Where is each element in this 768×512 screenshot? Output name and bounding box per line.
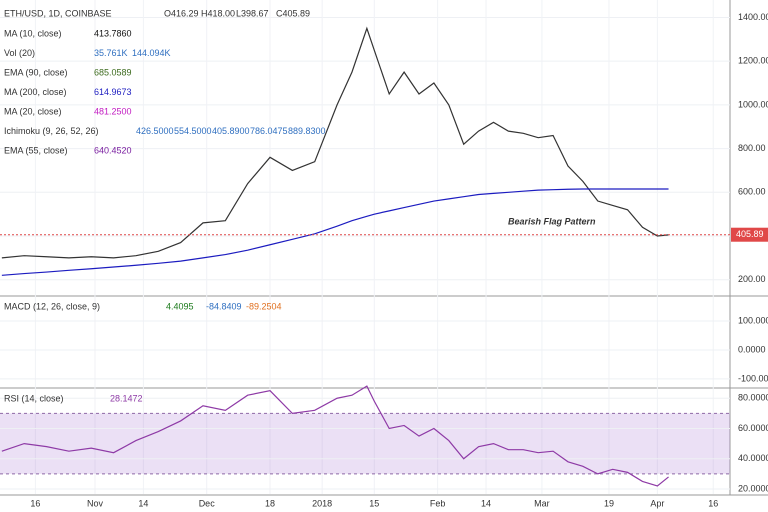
header-open: O416.29 — [164, 8, 199, 18]
y-tick-label: 600.00 — [738, 187, 766, 197]
y-tick-label: 40.0000 — [738, 453, 768, 463]
legend-name: MA (200, close) — [4, 87, 67, 97]
x-tick-label: 15 — [369, 498, 379, 508]
pane-value: 28.1472 — [110, 393, 143, 403]
header-low: L398.67 — [236, 8, 269, 18]
y-tick-label: 20.0000 — [738, 483, 768, 493]
y-tick-label: 1000.00 — [738, 99, 768, 109]
legend-name: EMA (90, close) — [4, 67, 68, 77]
legend-value: 786.0475 — [250, 126, 288, 136]
y-tick-label: 80.0000 — [738, 393, 768, 403]
x-tick-label: 19 — [604, 498, 614, 508]
x-tick-label: Dec — [199, 498, 216, 508]
pane-value: -84.8409 — [206, 301, 242, 311]
header-symbol: ETH/USD, 1D, COINBASE — [4, 8, 112, 18]
legend-value: 405.8900 — [212, 126, 250, 136]
legend-value: 481.2500 — [94, 106, 132, 116]
pane-value: -89.2504 — [246, 301, 282, 311]
legend-value: 889.8300 — [288, 126, 326, 136]
x-tick-label: 16 — [30, 498, 40, 508]
y-tick-label: 1400.00 — [738, 12, 768, 22]
x-tick-label: Feb — [430, 498, 446, 508]
x-tick-label: 16 — [708, 498, 718, 508]
legend-name: MA (10, close) — [4, 28, 62, 38]
y-tick-label: 60.0000 — [738, 423, 768, 433]
legend-value: 554.5000 — [174, 126, 212, 136]
header-high: H418.00 — [201, 8, 235, 18]
header-close: C405.89 — [276, 8, 310, 18]
legend-name: MA (20, close) — [4, 106, 62, 116]
y-tick-label: -100.0000 — [738, 373, 768, 383]
series-line — [1, 385, 669, 487]
legend-name: EMA (55, close) — [4, 145, 68, 155]
rsi-band — [0, 413, 730, 474]
legend-value: 35.761K — [94, 48, 128, 58]
legend-value: 426.5000 — [136, 126, 174, 136]
x-tick-label: 18 — [265, 498, 275, 508]
x-tick-label: Mar — [534, 498, 550, 508]
annotation: Bearish Flag Pattern — [508, 216, 596, 226]
pane-title: RSI (14, close) — [4, 393, 64, 403]
series-line — [1, 26, 669, 259]
legend-value: 144.094K — [132, 48, 171, 58]
y-tick-label: 800.00 — [738, 143, 766, 153]
last-price-label: 405.89 — [736, 229, 764, 239]
x-tick-label: 14 — [481, 498, 491, 508]
legend-name: Vol (20) — [4, 48, 35, 58]
last-price-box — [731, 227, 768, 242]
legend-value: 685.0589 — [94, 67, 132, 77]
y-tick-label: 1200.00 — [738, 56, 768, 66]
legend-name: Ichimoku (9, 26, 52, 26) — [4, 126, 99, 136]
y-tick-label: 0.0000 — [738, 344, 766, 354]
y-tick-label: 200.00 — [738, 274, 766, 284]
pane-value: 4.4095 — [166, 301, 194, 311]
pane-title: MACD (12, 26, close, 9) — [4, 301, 100, 311]
y-tick-label: 100.0000 — [738, 315, 768, 325]
legend-value: 640.4520 — [94, 145, 132, 155]
x-tick-label: Nov — [87, 498, 104, 508]
x-tick-label: 2018 — [312, 498, 332, 508]
series-line — [1, 188, 669, 276]
legend-value: 413.7860 — [94, 28, 132, 38]
x-tick-label: 14 — [138, 498, 148, 508]
x-tick-label: Apr — [650, 498, 664, 508]
legend-value: 614.9673 — [94, 87, 132, 97]
